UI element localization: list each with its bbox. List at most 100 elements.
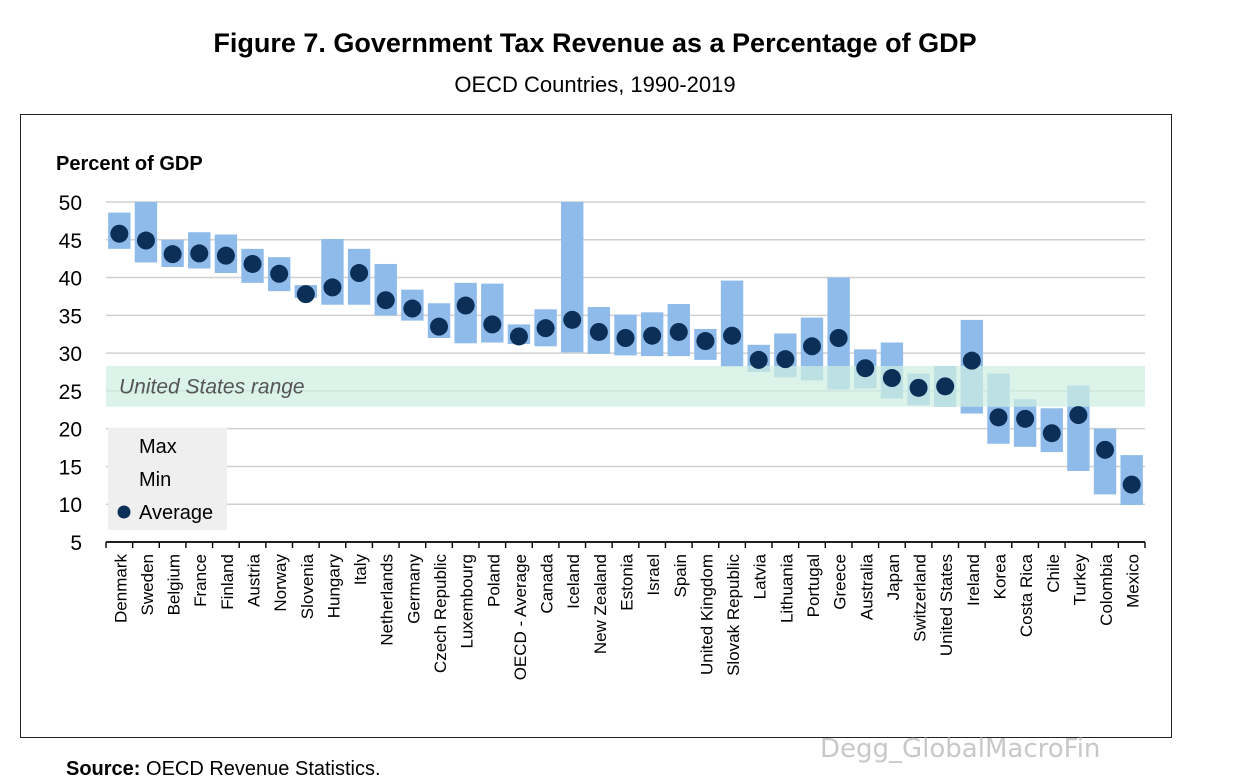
x-tick-label: France: [191, 554, 210, 607]
average-dot: [1042, 424, 1061, 443]
average-dot: [909, 378, 928, 397]
average-dot: [270, 264, 289, 283]
average-dot: [350, 264, 369, 283]
x-tick-label: Netherlands: [378, 554, 397, 646]
x-tick-label: Germany: [404, 554, 423, 624]
legend-average-dot: [117, 505, 131, 519]
range-bar: [481, 283, 504, 343]
average-dot: [696, 332, 715, 351]
average-dot: [1122, 475, 1141, 494]
average-dot: [509, 327, 528, 346]
x-tick-label: Poland: [484, 554, 503, 607]
x-tick-label: OECD - Average: [511, 554, 530, 680]
x-tick-label: Switzerland: [911, 554, 930, 642]
x-tick-label: Latvia: [751, 553, 770, 599]
range-bar: [720, 280, 744, 367]
x-tick-label: Iceland: [564, 554, 583, 609]
x-tick-label: Costa Rica: [1017, 553, 1036, 637]
us-range-band: [106, 365, 1145, 407]
range-bar: [1067, 385, 1090, 471]
legend-label-average: Average: [139, 502, 213, 524]
x-tick-label: Mexico: [1124, 554, 1143, 608]
us-range-band-label: United States range: [119, 375, 305, 398]
x-tick-label: Lithuania: [777, 553, 796, 623]
average-dot: [1016, 409, 1035, 428]
x-tick-label: Greece: [831, 554, 850, 610]
average-dot: [403, 299, 422, 318]
x-tick-label: Austria: [245, 553, 264, 606]
average-dot: [296, 285, 315, 304]
average-dot: [323, 278, 342, 297]
y-axis-title: Percent of GDP: [56, 153, 203, 175]
average-dot: [190, 244, 209, 263]
x-tick-label: Slovenia: [298, 553, 317, 619]
average-dot: [589, 322, 608, 341]
x-tick-label: Australia: [857, 553, 876, 620]
x-tick-label: Sweden: [138, 554, 157, 615]
average-dot: [536, 319, 555, 338]
x-tick-label: Denmark: [111, 554, 130, 623]
x-tick-label: Finland: [218, 554, 237, 610]
x-tick-label: Czech Republic: [431, 554, 450, 674]
chart-frame: [20, 114, 1172, 738]
x-tick-label: Chile: [1044, 554, 1063, 593]
x-tick-label: Hungary: [324, 554, 343, 619]
x-tick-label: Canada: [538, 553, 557, 613]
y-tick-label: 40: [59, 268, 82, 291]
average-dot: [962, 351, 981, 370]
y-tick-label: 10: [59, 494, 82, 517]
average-dot: [936, 377, 955, 396]
x-tick-label: Israel: [644, 554, 663, 596]
x-tick-label: Spain: [671, 554, 690, 597]
watermark: Degg_GlobalMacroFin: [820, 734, 1101, 764]
average-dot: [243, 254, 262, 273]
average-dot: [110, 224, 129, 243]
average-dot: [430, 317, 449, 336]
x-tick-label: United States: [937, 554, 956, 656]
x-tick-label: Korea: [990, 553, 1009, 599]
source-note: Source: OECD Revenue Statistics.: [66, 758, 381, 781]
average-dot: [643, 326, 662, 345]
average-dot: [856, 359, 875, 378]
source-text: OECD Revenue Statistics.: [140, 758, 381, 780]
x-tick-label: Colombia: [1097, 553, 1116, 625]
x-tick-label: United Kingdom: [697, 554, 716, 675]
y-tick-label: 5: [70, 532, 82, 555]
x-tick-label: Norway: [271, 554, 290, 612]
legend-label-min: Min: [139, 469, 171, 491]
range-bar: [561, 202, 584, 353]
average-dot: [723, 326, 742, 345]
x-tick-label: Luxembourg: [458, 554, 477, 649]
average-dot: [802, 337, 821, 356]
average-dot: [163, 245, 182, 264]
x-tick-label: Estonia: [618, 553, 637, 610]
y-tick-label: 35: [59, 305, 82, 328]
x-tick-label: Ireland: [964, 554, 983, 606]
x-tick-label: Japan: [884, 554, 903, 600]
average-dot: [669, 322, 688, 341]
average-dot: [616, 329, 635, 347]
average-dot: [136, 231, 155, 250]
average-dot: [882, 369, 901, 388]
chart-subtitle: OECD Countries, 1990-2019: [454, 72, 736, 97]
y-tick-label: 50: [59, 192, 82, 215]
range-bar: [1093, 428, 1117, 495]
average-dot: [989, 408, 1008, 427]
x-tick-label: Italy: [351, 554, 370, 586]
average-dot: [456, 296, 475, 315]
average-dot: [376, 291, 395, 310]
x-tick-label: Belgium: [165, 554, 184, 615]
average-dot: [483, 315, 502, 334]
average-dot: [1096, 440, 1115, 459]
y-tick-label: 45: [59, 230, 82, 253]
legend-label-max: Max: [139, 436, 177, 458]
chart-title: Figure 7. Government Tax Revenue as a Pe…: [213, 28, 977, 58]
average-dot: [216, 246, 235, 265]
x-tick-label: Slovak Republic: [724, 554, 743, 676]
average-dot: [563, 310, 582, 329]
average-dot: [776, 350, 795, 369]
x-tick-label: New Zealand: [591, 554, 610, 654]
y-tick-label: 30: [59, 343, 82, 366]
y-tick-label: 20: [59, 419, 82, 442]
